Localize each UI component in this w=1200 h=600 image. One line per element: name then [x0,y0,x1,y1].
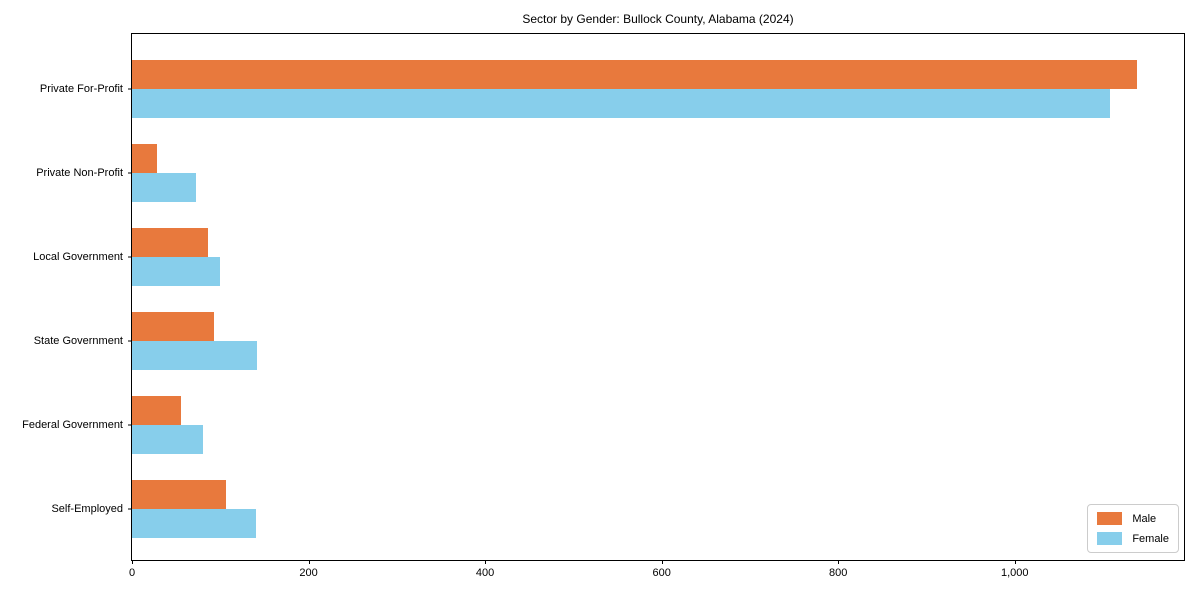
bar-male-1 [132,144,157,173]
y-tick-label: Federal Government [22,419,123,431]
bar-female-3 [132,341,258,370]
x-tick-mark [1014,560,1016,564]
y-tick-label: Private Non-Profit [36,167,123,179]
x-tick-mark [485,560,487,564]
y-tick-mark [128,424,132,426]
y-tick-mark [128,508,132,510]
y-tick-label: Local Government [33,251,123,263]
y-tick-label: Private For-Profit [39,83,123,95]
legend-swatch-male [1097,512,1123,525]
legend: Male Female [1087,504,1179,553]
y-tick-mark [128,172,132,174]
y-tick-mark [128,256,132,258]
legend-label-female: Female [1132,532,1169,545]
x-tick-label: 400 [475,567,495,579]
plot-area: Male Female Private For-Profit Private No… [22,33,1185,579]
y-tick-mark [128,88,132,90]
y-tick-label: Self-Employed [51,503,123,515]
bar-female-2 [132,257,221,286]
legend-item-female: Female [1097,532,1169,545]
bar-male-3 [132,312,215,341]
legend-swatch-female [1097,532,1123,545]
bar-male-4 [132,396,181,425]
x-tick-label: 0 [128,567,136,579]
bar-female-5 [132,509,256,538]
chart-title: Sector by Gender: Bullock County, Alabam… [522,12,794,26]
bar-male-2 [132,228,208,257]
x-tick-mark [838,560,840,564]
bar-female-4 [132,425,203,454]
bar-female-0 [132,89,1111,118]
x-tick-label: 800 [829,567,848,579]
x-tick-mark [661,560,663,564]
y-tick-mark [128,340,132,342]
bar-male-0 [132,60,1137,89]
y-tick-label: State Government [33,335,123,347]
x-tick-label: 600 [652,567,671,579]
bar-male-5 [132,480,226,509]
legend-item-male: Male [1097,512,1169,525]
x-tick-label: 200 [299,567,318,579]
x-tick-mark [132,560,133,564]
bar-female-1 [132,173,196,202]
legend-label-male: Male [1132,512,1157,525]
x-tick-label: 1,000 [1000,567,1029,579]
x-tick-mark [308,560,310,564]
